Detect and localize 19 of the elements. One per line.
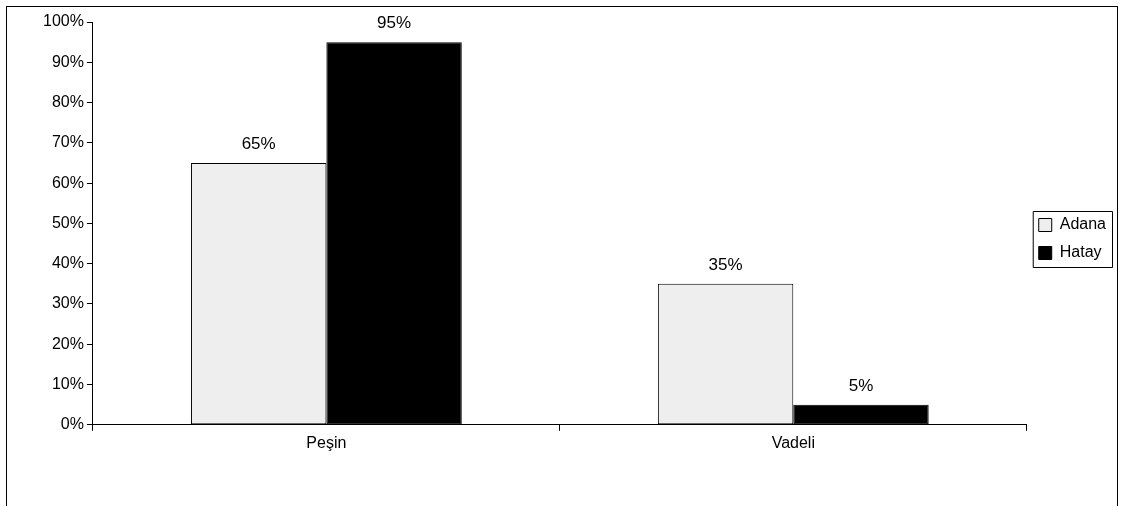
data-label: 35%: [708, 255, 743, 275]
x-tick-label: Vadeli: [771, 433, 815, 451]
legend-label: Adana: [1059, 215, 1107, 233]
y-tick-label: 10%: [51, 374, 84, 392]
data-label: 65%: [241, 134, 276, 154]
y-tick-label: 50%: [51, 213, 84, 231]
y-tick-label: 60%: [51, 173, 84, 191]
y-tick-label: 30%: [51, 294, 84, 312]
y-tick-label: 90%: [51, 52, 84, 70]
y-tick-label: 0%: [60, 415, 84, 433]
y-tick-label: 70%: [51, 133, 84, 151]
y-tick-label: 100%: [43, 12, 84, 30]
data-label: 5%: [848, 375, 874, 395]
legend-label: Hatay: [1059, 243, 1102, 261]
y-tick-label: 80%: [51, 92, 84, 110]
data-label: 95%: [377, 13, 412, 33]
y-tick-label: 40%: [51, 254, 84, 272]
y-tick-label: 20%: [51, 334, 84, 352]
x-tick-label: Peşin: [306, 433, 347, 451]
